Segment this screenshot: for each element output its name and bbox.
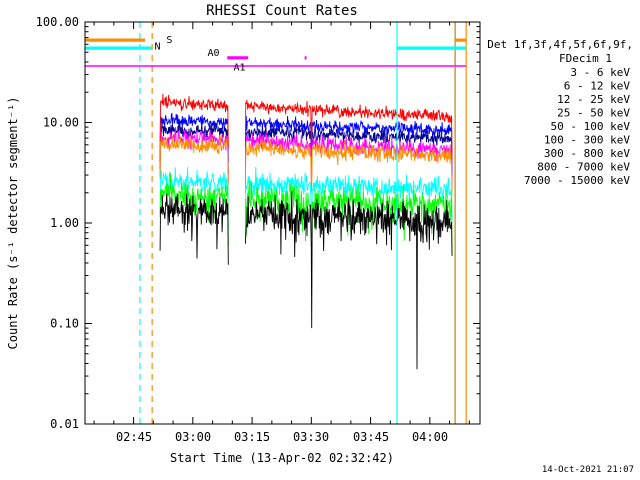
legend-header-detectors: Det 1f,3f,4f,5f,6f,9f, bbox=[487, 38, 633, 51]
x-tick-label: 03:45 bbox=[353, 430, 389, 444]
x-tick-label: 03:00 bbox=[175, 430, 211, 444]
series-800-7000keV bbox=[159, 112, 453, 174]
chart-title: RHESSI Count Rates bbox=[206, 3, 358, 19]
x-tick-label: 03:30 bbox=[293, 430, 329, 444]
x-tick-label: 04:00 bbox=[412, 430, 448, 444]
legend-entry-300-800-kev: 300 - 800 keV bbox=[544, 147, 630, 160]
plot-timestamp: 14-Oct-2021 21:07 bbox=[542, 465, 634, 475]
series-trace bbox=[159, 93, 229, 148]
y-axis-label: Count Rate (s⁻¹ detector segment⁻¹) bbox=[6, 97, 20, 350]
flag-label-n: N bbox=[155, 42, 161, 53]
y-tick-label: 1.00 bbox=[50, 216, 79, 230]
series-trace bbox=[159, 167, 229, 230]
x-axis-label: Start Time (13-Apr-02 02:32:42) bbox=[170, 451, 394, 465]
legend-header-fdecim: FDecim 1 bbox=[559, 52, 612, 65]
series-50-100keV bbox=[159, 134, 453, 198]
series-trace bbox=[159, 112, 229, 162]
series-trace bbox=[244, 123, 453, 176]
series-3-6keV bbox=[159, 191, 453, 370]
flag-label-a1: A1 bbox=[234, 62, 246, 73]
series-trace bbox=[244, 115, 453, 174]
series-trace bbox=[244, 138, 453, 198]
flag-label-a0: A0 bbox=[207, 48, 219, 59]
flag-label-s: S bbox=[166, 35, 172, 46]
legend-entry-50-100-kev: 50 - 100 keV bbox=[551, 120, 631, 133]
legend: Det 1f,3f,4f,5f,6f,9f, FDecim 1 3 - 6 ke… bbox=[487, 38, 633, 187]
plot-area: NS A0 A1 bbox=[84, 21, 481, 425]
series-trace bbox=[244, 166, 453, 235]
series-trace bbox=[159, 134, 229, 186]
series-trace bbox=[159, 126, 229, 182]
series-trace bbox=[244, 99, 453, 160]
y-tick-label: 0.10 bbox=[50, 317, 79, 331]
legend-entry-25-50-kev: 25 - 50 keV bbox=[557, 107, 630, 120]
series-trace bbox=[159, 172, 229, 247]
series-trace bbox=[159, 193, 229, 265]
series-100-300keV bbox=[159, 93, 453, 160]
legend-entry-12-25-kev: 12 - 25 keV bbox=[557, 93, 630, 106]
legend-entry-6-12-kev: 6 - 12 keV bbox=[564, 80, 631, 93]
x-tick-label: 03:15 bbox=[234, 430, 270, 444]
series-25-50keV bbox=[159, 166, 453, 235]
legend-entry-3-6-kev: 3 - 6 keV bbox=[570, 66, 630, 79]
y-tick-label: 10.00 bbox=[43, 116, 79, 130]
series-trace bbox=[244, 191, 453, 370]
legend-entry-800-7000-kev: 800 - 7000 keV bbox=[537, 161, 630, 174]
y-tick-label: 0.01 bbox=[50, 417, 79, 431]
legend-entry-100-300-kev: 100 - 300 keV bbox=[544, 134, 630, 147]
y-tick-label: 100.00 bbox=[36, 15, 79, 29]
x-tick-label: 02:45 bbox=[116, 430, 152, 444]
legend-entry-7000-15000-kev: 7000 - 15000 keV bbox=[524, 174, 630, 187]
